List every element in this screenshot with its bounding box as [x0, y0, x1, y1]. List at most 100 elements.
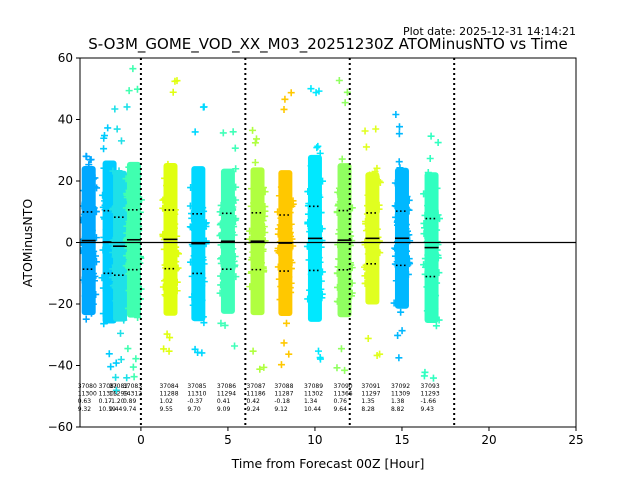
stat-mean-37085: -0.37: [187, 398, 203, 405]
data-point: [173, 249, 181, 257]
stat-mean-37084: 1.02: [159, 398, 173, 405]
data-point: [159, 204, 167, 212]
data-point: [274, 208, 282, 216]
data-point: [314, 142, 322, 150]
data-point: [198, 205, 206, 213]
data-point: [318, 290, 326, 298]
stat-mean-37081: 0.17: [99, 398, 113, 405]
data-point: [190, 225, 198, 233]
data-point: [101, 201, 109, 209]
data-point: [85, 271, 93, 279]
data-point: [307, 225, 315, 233]
data-point: [428, 181, 436, 189]
data-point: [254, 225, 262, 233]
data-point: [282, 319, 290, 327]
y-axis-label: ATOMinusNTO: [20, 199, 35, 288]
data-point: [232, 273, 240, 281]
data-point: [375, 177, 383, 185]
data-point: [307, 200, 315, 208]
data-point: [109, 282, 117, 290]
data-point: [251, 158, 259, 166]
data-point: [371, 242, 379, 250]
axes: 0 5 10 15 20 25 −60 −40 −20 0 20 40 60: [48, 51, 584, 447]
data-point: [164, 179, 172, 187]
data-point: [87, 156, 95, 164]
data-point: [338, 171, 346, 179]
data-point: [124, 244, 132, 252]
stat-count-37091: 11297: [361, 391, 380, 398]
data-point: [287, 89, 295, 97]
data-point: [191, 128, 199, 136]
data-point: [276, 221, 284, 229]
data-point: [342, 209, 350, 217]
data-point: [427, 132, 435, 140]
data-point: [162, 264, 170, 272]
data-point: [305, 256, 313, 264]
data-point: [430, 204, 438, 212]
stat-stdev-37085: 9.70: [187, 406, 201, 413]
data-point: [392, 277, 400, 285]
data-point: [192, 252, 200, 260]
data-point: [248, 254, 256, 262]
data-point: [314, 282, 322, 290]
x-tick-label: 15: [394, 433, 409, 447]
data-point: [426, 260, 434, 268]
stat-stdev-37080: 9.32: [78, 406, 92, 413]
data-point: [393, 180, 401, 188]
data-point: [429, 270, 437, 278]
data-point: [261, 207, 269, 215]
data-point: [432, 251, 440, 259]
data-point: [82, 315, 90, 323]
data-point: [253, 255, 261, 263]
data-point: [275, 249, 283, 257]
data-point: [222, 195, 230, 203]
data-point: [333, 364, 341, 372]
data-point: [390, 299, 398, 307]
data-point: [261, 188, 269, 196]
stat-mean-37092: 1.38: [391, 398, 405, 405]
data-point: [402, 210, 410, 218]
data-point: [366, 277, 374, 285]
data-point: [434, 139, 442, 147]
data-point: [337, 345, 345, 353]
data-point: [188, 272, 196, 280]
data-point: [100, 213, 108, 221]
data-point: [251, 262, 259, 270]
stat-stdev-37087: 9.24: [247, 406, 261, 413]
data-point: [317, 285, 325, 293]
data-point: [226, 259, 234, 267]
stat-mean-37089: 1.34: [304, 398, 318, 405]
stat-stdev-37089: 10.44: [304, 406, 321, 413]
data-point: [116, 263, 124, 271]
data-point: [223, 179, 231, 187]
data-point: [92, 208, 100, 216]
data-point: [435, 316, 443, 324]
data-point: [162, 276, 170, 284]
data-point: [285, 273, 293, 281]
data-point: [401, 245, 409, 253]
data-point: [431, 213, 439, 221]
data-point: [90, 277, 98, 285]
data-point: [335, 230, 343, 238]
data-point: [230, 263, 238, 271]
stat-orbit-37083: 37083: [123, 383, 142, 390]
stat-mean-37083: 0.89: [123, 398, 137, 405]
data-point: [362, 218, 370, 226]
data-point: [221, 213, 229, 221]
stat-count-37087: 11186: [247, 391, 266, 398]
data-point: [286, 284, 294, 292]
data-point: [161, 231, 169, 239]
stat-mean-37088: -0.18: [274, 398, 290, 405]
stat-orbit-37086: 37086: [217, 383, 236, 390]
data-point: [395, 123, 403, 131]
data-point: [423, 238, 431, 246]
data-point: [118, 227, 126, 235]
data-point: [259, 245, 267, 253]
data-point: [199, 204, 207, 212]
data-point: [117, 275, 125, 283]
y-tick-label: −60: [48, 420, 73, 434]
data-point: [111, 261, 119, 269]
stat-mean-37090: 0.76: [334, 398, 348, 405]
data-point: [347, 292, 355, 300]
data-point: [256, 195, 264, 203]
